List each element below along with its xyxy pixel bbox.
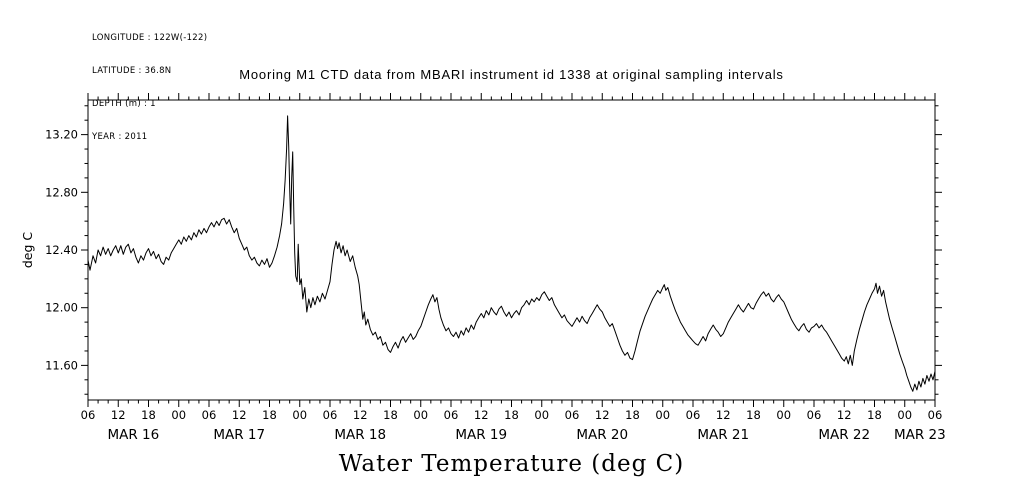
- svg-text:13.20: 13.20: [45, 128, 78, 142]
- svg-text:12: 12: [837, 408, 852, 422]
- svg-text:MAR 17: MAR 17: [213, 427, 265, 443]
- svg-text:00: 00: [776, 408, 791, 422]
- longitude-label: LONGITUDE : 122W(-122): [92, 33, 208, 43]
- svg-text:18: 18: [504, 408, 519, 422]
- svg-text:00: 00: [292, 408, 307, 422]
- svg-text:00: 00: [534, 408, 549, 422]
- svg-text:18: 18: [262, 408, 277, 422]
- svg-text:MAR 16: MAR 16: [108, 427, 160, 443]
- svg-text:MAR 22: MAR 22: [818, 427, 870, 443]
- svg-text:06: 06: [323, 408, 338, 422]
- svg-text:12: 12: [353, 408, 368, 422]
- svg-text:11.60: 11.60: [45, 358, 78, 372]
- temperature-line: [87, 115, 936, 392]
- svg-text:12: 12: [716, 408, 731, 422]
- svg-text:06: 06: [202, 408, 217, 422]
- x-axis-ticks: [87, 93, 936, 407]
- svg-text:MAR 23: MAR 23: [894, 427, 946, 443]
- svg-text:00: 00: [655, 408, 670, 422]
- svg-text:12: 12: [232, 408, 247, 422]
- year-label: YEAR : 2011: [92, 132, 148, 142]
- svg-text:06: 06: [81, 408, 96, 422]
- svg-text:MAR 18: MAR 18: [334, 427, 386, 443]
- svg-text:18: 18: [867, 408, 882, 422]
- svg-text:MAR 21: MAR 21: [697, 427, 749, 443]
- temperature-chart: 06 12 18 00 06 12 18 00 06 12 18 00 06 12 18 00 06 12 18 00…: [20, 93, 946, 443]
- day-labels: MAR 16 MAR 17 MAR 18 MAR 19 MAR 20 MAR 21 MAR …: [108, 427, 946, 443]
- y-axis-label: deg C: [20, 232, 35, 269]
- latitude-label: LATITUDE : 36.8N: [92, 66, 172, 76]
- svg-text:12.40: 12.40: [45, 243, 78, 257]
- svg-text:12.00: 12.00: [45, 301, 78, 315]
- svg-text:MAR 20: MAR 20: [576, 427, 628, 443]
- svg-text:MAR 19: MAR 19: [455, 427, 507, 443]
- y-axis-ticks: [81, 105, 942, 395]
- svg-text:18: 18: [383, 408, 398, 422]
- svg-text:18: 18: [746, 408, 761, 422]
- svg-text:00: 00: [171, 408, 186, 422]
- svg-text:deg C: deg C: [20, 232, 35, 269]
- x-tick-labels: 06 12 18 00 06 12 18 00 06 12 18 00 06 12 18 00 06 12 18 00…: [81, 408, 943, 422]
- svg-text:12: 12: [595, 408, 610, 422]
- svg-text:06: 06: [686, 408, 701, 422]
- svg-text:12.80: 12.80: [45, 185, 78, 199]
- svg-text:12: 12: [474, 408, 489, 422]
- svg-text:06: 06: [444, 408, 459, 422]
- svg-text:18: 18: [625, 408, 640, 422]
- y-tick-labels: 11.60 12.00 12.40 12.80 13.20: [45, 128, 78, 373]
- depth-label: DEPTH (m) : 1: [92, 99, 156, 109]
- chart-title: Mooring M1 CTD data from MBARI instrumen…: [239, 67, 784, 82]
- svg-text:06: 06: [565, 408, 580, 422]
- svg-text:06: 06: [928, 408, 943, 422]
- svg-text:12: 12: [111, 408, 126, 422]
- svg-text:06: 06: [807, 408, 822, 422]
- svg-text:18: 18: [141, 408, 156, 422]
- x-axis-title: Water Temperature (deg C): [338, 451, 685, 477]
- svg-text:00: 00: [897, 408, 912, 422]
- axis-frame: [87, 99, 936, 401]
- svg-text:00: 00: [413, 408, 428, 422]
- metadata-block: LONGITUDE : 122W(-122) LATITUDE : 36.8N …: [92, 11, 207, 165]
